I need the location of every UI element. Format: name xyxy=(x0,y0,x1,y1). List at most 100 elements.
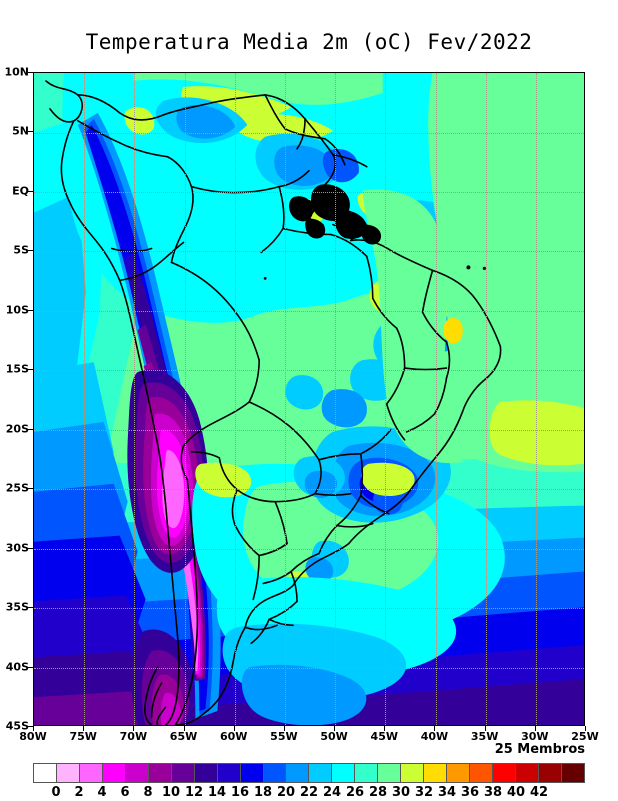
x-axis-tick-mark xyxy=(133,726,135,731)
colorbar-cell xyxy=(493,764,517,782)
colorbar-cell xyxy=(34,764,57,782)
x-axis-tick-label: 35W xyxy=(470,730,499,743)
colorbar-cell xyxy=(401,764,425,782)
colorbar-tick-label: 16 xyxy=(230,785,250,800)
x-axis-tick-label: 45W xyxy=(370,730,398,743)
colorbar-cell xyxy=(217,764,241,782)
x-axis-tick-mark xyxy=(484,726,486,731)
colorbar-tick-label: 20 xyxy=(276,785,296,800)
x-axis-tick-mark xyxy=(534,726,536,731)
x-axis-tick-label: 50W xyxy=(320,730,348,743)
colorbar-tick-label: 36 xyxy=(460,785,480,800)
colorbar-cell xyxy=(286,764,310,782)
colorbar-tick-label: 26 xyxy=(345,785,365,800)
colorbar-cell xyxy=(263,764,287,782)
colorbar-tick-label: 6 xyxy=(120,785,130,800)
colorbar-cell xyxy=(171,764,195,782)
y-axis-tick-label: 45S xyxy=(5,719,29,733)
temperature-contour-field xyxy=(34,73,584,725)
x-axis-tick-mark xyxy=(585,726,586,731)
y-axis-tick-mark xyxy=(28,607,33,609)
colorbar-cell xyxy=(561,764,584,782)
colorbar-cell xyxy=(148,764,172,782)
colorbar-cell xyxy=(447,764,471,782)
x-axis-tick-mark xyxy=(384,726,386,731)
x-axis-tick-label: 60W xyxy=(219,730,248,743)
colorbar-tick-label: 38 xyxy=(483,785,503,800)
colorbar-tick-label: 40 xyxy=(506,785,526,800)
colorbar-cell xyxy=(538,764,562,782)
x-axis-tick-mark xyxy=(33,726,34,731)
colorbar-tick-label: 24 xyxy=(322,785,342,800)
colorbar-cell xyxy=(355,764,379,782)
x-axis-tick-mark xyxy=(334,726,336,731)
y-axis-tick-label: EQ xyxy=(12,184,29,198)
x-axis-tick-mark xyxy=(233,726,235,731)
y-axis-tick-mark xyxy=(28,131,33,133)
x-axis-tick-label: 25W xyxy=(571,730,599,743)
colorbar-tick-label: 2 xyxy=(74,785,84,800)
y-axis-tick-label: 35S xyxy=(5,600,29,614)
x-axis-tick-label: 75W xyxy=(69,730,97,743)
colorbar-tick-label: 0 xyxy=(51,785,61,800)
colorbar-tick-label: 12 xyxy=(184,785,204,800)
x-axis-tick-label: 30W xyxy=(521,730,549,743)
x-axis-tick-mark xyxy=(434,726,436,731)
x-axis-tick-label: 70W xyxy=(119,730,148,743)
colorbar-tick-label: 10 xyxy=(161,785,181,800)
colorbar-cell xyxy=(470,764,494,782)
x-axis-tick-mark xyxy=(283,726,285,731)
y-axis-tick-mark xyxy=(28,726,33,727)
y-axis-tick-mark xyxy=(28,369,33,371)
y-axis-tick-label: 10S xyxy=(5,303,29,317)
colorbar-tick-label: 30 xyxy=(391,785,411,800)
y-axis-tick-label: 10N xyxy=(4,65,29,79)
y-axis-tick-mark xyxy=(28,428,33,430)
y-axis-tick-label: 5N xyxy=(12,124,29,138)
page-title: Temperatura Media 2m (oC) Fev/2022 xyxy=(85,30,533,54)
y-axis-tick-label: 40S xyxy=(5,660,29,674)
x-axis-tick-mark xyxy=(183,726,185,731)
colorbar-tick-label: 18 xyxy=(253,785,273,800)
x-axis-tick-label: 55W xyxy=(270,730,298,743)
y-axis-tick-mark xyxy=(28,488,33,490)
y-axis-tick-label: 30S xyxy=(5,541,29,555)
colorbar-tick-label: 32 xyxy=(414,785,434,800)
colorbar-cell xyxy=(332,764,356,782)
y-axis-tick-label: 25S xyxy=(5,481,29,495)
colorbar-cell xyxy=(125,764,149,782)
y-axis-tick-mark xyxy=(28,547,33,549)
colorbar-tick-label: 42 xyxy=(529,785,549,800)
colorbar-tick-labels: 0 2 4 6 8 10 12 14 16 18 20 22 24 26 28 30 32 34 36 38 40 42 xyxy=(33,785,585,801)
y-axis-tick-label: 20S xyxy=(5,422,29,436)
colorbar-cell xyxy=(102,764,126,782)
x-axis-tick-label: 65W xyxy=(169,730,198,743)
colorbar-tick-label: 14 xyxy=(207,785,227,800)
y-axis-tick-mark xyxy=(28,190,33,192)
colorbar-cell xyxy=(424,764,448,782)
colorbar-cell xyxy=(309,764,333,782)
colorbar-cell xyxy=(194,764,218,782)
map-plot-area xyxy=(33,72,585,726)
x-axis-tick-label: 40W xyxy=(420,730,449,743)
colorbar-cell xyxy=(516,764,539,782)
y-axis-tick-mark xyxy=(28,309,33,311)
colorbar-cell xyxy=(378,764,402,782)
y-axis-tick-mark xyxy=(28,666,33,668)
colorbar xyxy=(33,763,585,783)
y-axis-tick-mark xyxy=(28,72,33,73)
x-axis-tick-label: 80W xyxy=(19,730,47,743)
colorbar-cell xyxy=(56,764,80,782)
colorbar-tick-label: 28 xyxy=(368,785,388,800)
colorbar-cell xyxy=(79,764,103,782)
y-axis-tick-label: 15S xyxy=(5,362,29,376)
colorbar-tick-label: 8 xyxy=(143,785,153,800)
y-axis-tick-label: 5S xyxy=(13,243,29,257)
ensemble-members-label: 25 Membros xyxy=(494,742,585,757)
colorbar-tick-label: 34 xyxy=(437,785,457,800)
x-axis-tick-mark xyxy=(83,726,85,731)
colorbar-tick-label: 22 xyxy=(299,785,319,800)
colorbar-tick-label: 4 xyxy=(97,785,107,800)
colorbar-cell xyxy=(240,764,264,782)
y-axis-tick-mark xyxy=(28,250,33,252)
